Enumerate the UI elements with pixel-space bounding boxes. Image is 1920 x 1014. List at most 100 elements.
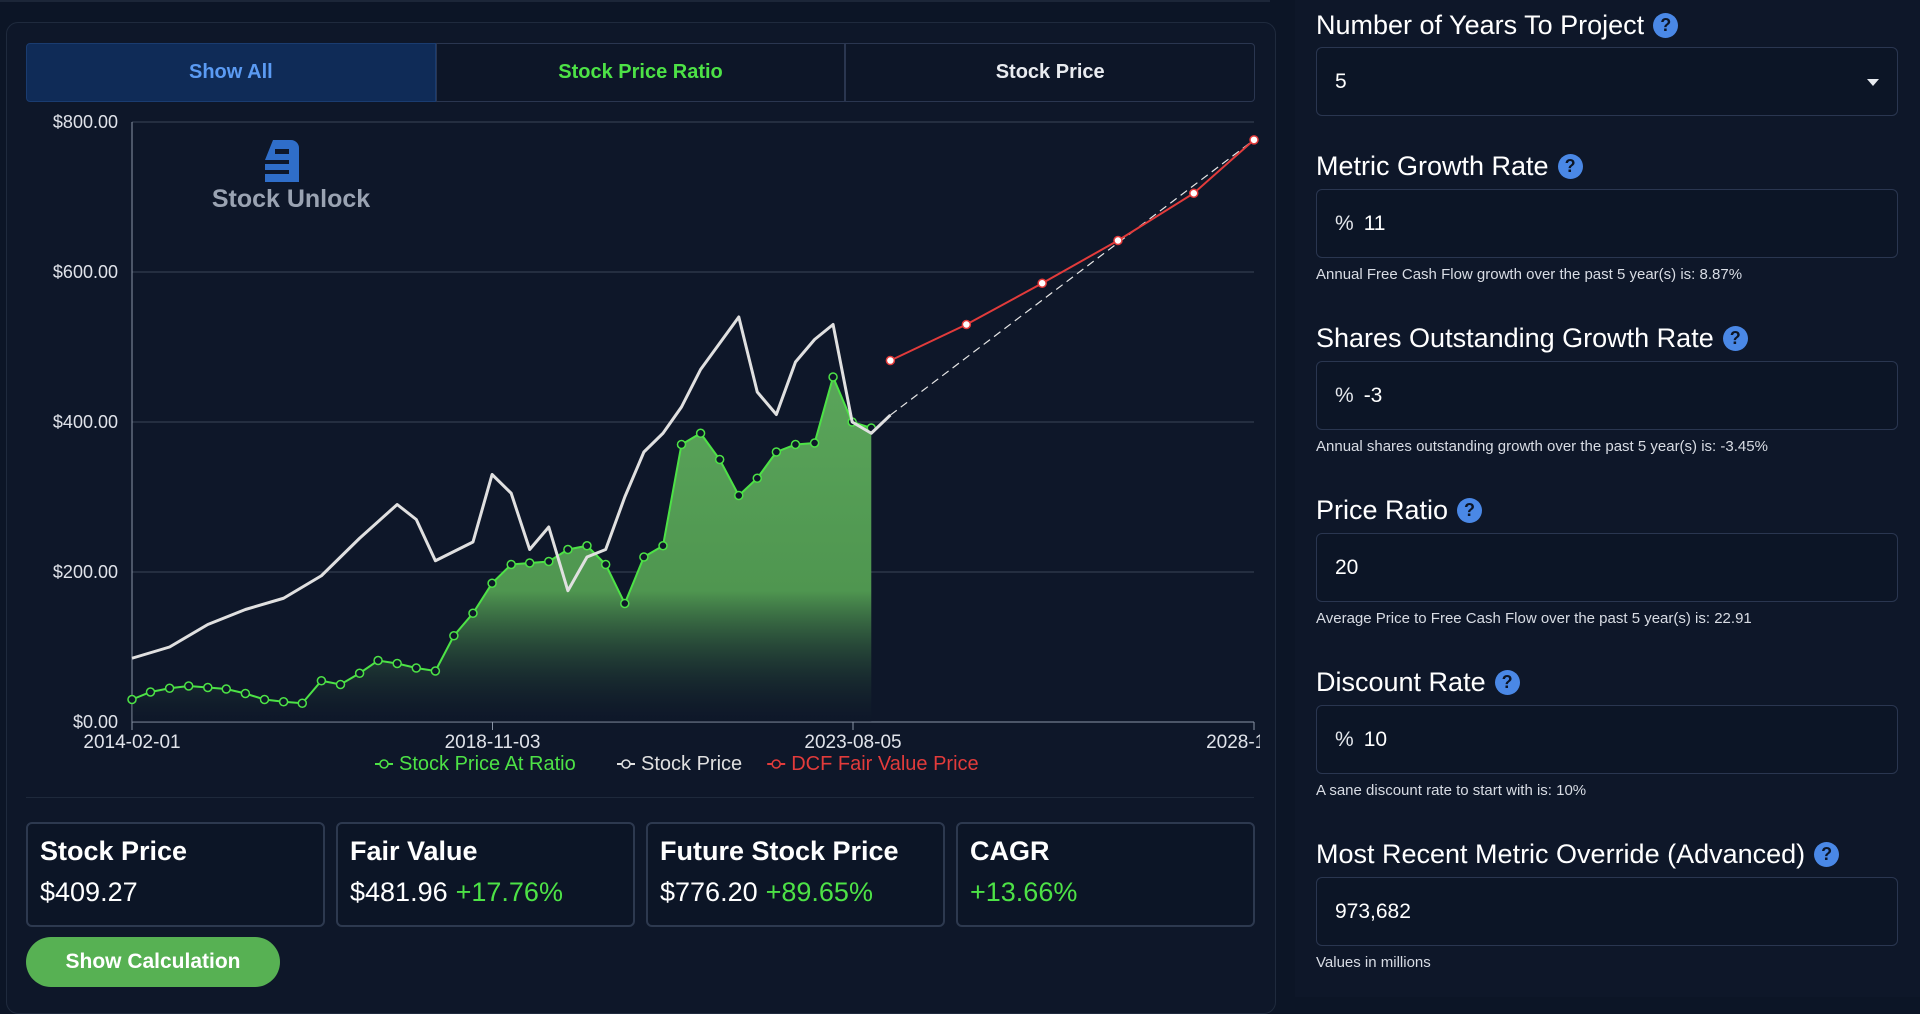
- card-title: Future Stock Price: [660, 836, 899, 866]
- ratio-point: [582, 541, 592, 551]
- ratio-point: [183, 681, 194, 691]
- summary-cards: Stock Price $409.27 Fair Value $481.96 +1…: [26, 822, 1255, 927]
- shares-growth-input[interactable]: % -3: [1316, 361, 1898, 430]
- tab-stock-price[interactable]: Stock Price: [845, 43, 1256, 102]
- inputs-panel: [1295, 0, 1920, 997]
- help-icon[interactable]: ?: [1494, 670, 1520, 695]
- show-calculation-button[interactable]: Show Calculation: [26, 937, 280, 987]
- shares-growth-label: Shares Outstanding Growth Rate: [1316, 323, 1714, 353]
- metric-override-value: 973,682: [1335, 899, 1411, 923]
- card-title: Fair Value: [350, 836, 478, 866]
- chart-tabs: Show All Stock Price Ratio Stock Price: [26, 43, 1256, 102]
- dcf-point: [961, 319, 972, 330]
- card-stock-price: Stock Price $409.27: [26, 822, 325, 927]
- card-value-row: $409.27: [40, 877, 311, 908]
- legend-label: DCF Fair Value Price: [791, 753, 978, 775]
- metric-growth-value: 11: [1363, 211, 1386, 235]
- ratio-point: [524, 558, 535, 568]
- price-ratio-input[interactable]: 20: [1316, 533, 1898, 602]
- percent-prefix: %: [1335, 211, 1354, 235]
- card-value-row: $481.96 +17.76%: [350, 877, 621, 908]
- metric-override-label: Most Recent Metric Override (Advanced): [1316, 839, 1806, 869]
- card-value: $776.20: [660, 877, 758, 907]
- years-select[interactable]: 5: [1316, 47, 1898, 116]
- ratio-point: [695, 428, 706, 438]
- ratio-point: [240, 688, 251, 699]
- ratio-point: [145, 687, 156, 697]
- help-icon[interactable]: ?: [1457, 498, 1483, 523]
- section-divider: [26, 797, 1254, 798]
- ratio-point: [468, 608, 478, 618]
- ratio-point: [278, 697, 289, 707]
- legend-marker: [621, 759, 631, 769]
- years-label-row: Number of Years To Project ?: [1316, 10, 1679, 41]
- percent-prefix: %: [1335, 727, 1354, 751]
- y-tick-label: $200.00: [53, 562, 118, 582]
- ratio-point: [335, 679, 346, 690]
- shares-growth-hint: Annual shares outstanding growth over th…: [1316, 438, 1768, 455]
- help-icon[interactable]: ?: [1653, 13, 1679, 38]
- watermark-text: Stock Unlock: [212, 185, 370, 213]
- ratio-point: [714, 454, 725, 465]
- card-title: CAGR: [970, 836, 1050, 866]
- tab-stock-price-ratio[interactable]: Stock Price Ratio: [435, 43, 846, 102]
- ratio-point: [259, 694, 270, 705]
- card-cagr: CAGR +13.66%: [956, 822, 1255, 927]
- ratio-point: [676, 439, 687, 450]
- percent-prefix: %: [1335, 383, 1354, 407]
- card-pct: +17.76%: [455, 877, 563, 907]
- legend-marker: [379, 759, 389, 769]
- metric-growth-label-row: Metric Growth Rate ?: [1316, 151, 1583, 182]
- price-ratio-hint: Average Price to Free Cash Flow over the…: [1316, 610, 1752, 627]
- ratio-point: [658, 541, 668, 551]
- x-tick-label: 2023-08-05: [804, 732, 901, 753]
- metric-growth-input[interactable]: % 11: [1316, 189, 1898, 258]
- discount-rate-input[interactable]: % 10: [1316, 705, 1898, 774]
- projection-dashed-line: [890, 139, 1255, 416]
- discount-rate-label-row: Discount Rate ?: [1316, 667, 1520, 698]
- x-tick-label: 2028-11-17: [1206, 732, 1260, 753]
- price-line: [131, 315, 892, 660]
- years-label: Number of Years To Project: [1316, 10, 1645, 40]
- metric-growth-label: Metric Growth Rate: [1316, 151, 1549, 181]
- help-icon[interactable]: ?: [1814, 842, 1840, 867]
- card-pct: +13.66%: [970, 877, 1078, 907]
- valuation-chart: $0.00 $200.00 $400.00 $600.00 $800.00 2014-02…: [20, 112, 1260, 792]
- ratio-point: [316, 676, 327, 686]
- discount-rate-value: 10: [1363, 727, 1388, 751]
- ratio-point: [734, 490, 744, 501]
- ratio-point: [297, 698, 308, 708]
- help-icon[interactable]: ?: [1557, 154, 1583, 179]
- y-tick-label: $400.00: [53, 412, 118, 432]
- help-icon[interactable]: ?: [1722, 326, 1748, 351]
- ratio-point: [600, 559, 611, 570]
- y-tick-label: $800.00: [53, 112, 118, 132]
- metric-override-hint: Values in millions: [1316, 954, 1431, 971]
- ratio-point: [771, 447, 782, 457]
- lock-icon: [265, 140, 299, 182]
- ratio-point: [164, 683, 175, 693]
- legend-label: Stock Price At Ratio: [399, 753, 576, 775]
- price-ratio-label-row: Price Ratio ?: [1316, 495, 1483, 526]
- dcf-point: [1037, 278, 1047, 288]
- metric-override-label-row: Most Recent Metric Override (Advanced) ?: [1316, 839, 1840, 870]
- metric-override-input[interactable]: 973,682: [1316, 877, 1898, 946]
- ratio-point: [127, 694, 137, 705]
- dcf-point: [1189, 188, 1199, 198]
- shares-growth-label-row: Shares Outstanding Growth Rate ?: [1316, 323, 1748, 354]
- x-tick-label: 2018-11-03: [445, 732, 541, 753]
- card-value: $481.96: [350, 877, 448, 907]
- card-value-row: +13.66%: [970, 877, 1241, 908]
- ratio-point: [506, 559, 516, 570]
- stock-unlock-logo: [265, 140, 299, 182]
- y-tick-label: $600.00: [53, 262, 118, 282]
- ratio-point: [449, 631, 459, 641]
- discount-rate-hint: A sane discount rate to start with is: 1…: [1316, 782, 1587, 799]
- x-tick-label: 2014-02-01: [83, 732, 180, 753]
- ratio-point: [828, 372, 838, 382]
- ratio-point: [790, 439, 801, 450]
- dcf-line: [889, 139, 1255, 362]
- card-future-stock-price: Future Stock Price $776.20 +89.65%: [646, 822, 945, 927]
- ratio-point: [392, 658, 402, 669]
- tab-show-all[interactable]: Show All: [26, 43, 436, 102]
